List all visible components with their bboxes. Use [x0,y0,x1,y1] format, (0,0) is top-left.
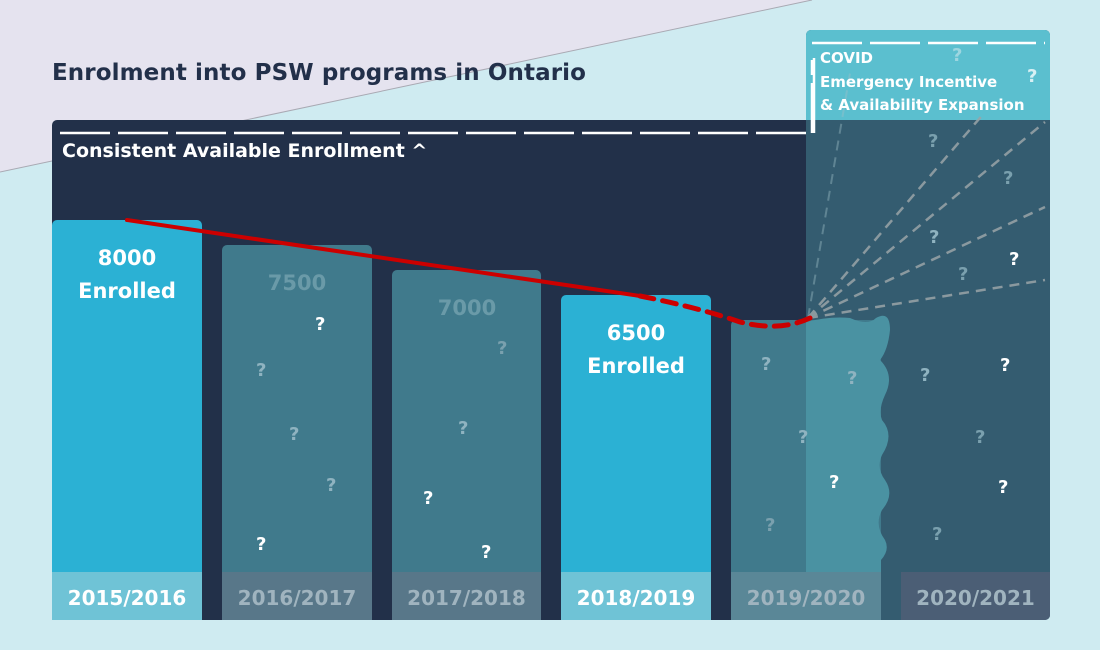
question-mark-icon: ? [1027,66,1038,87]
question-mark-icon: ? [481,542,492,563]
bar-value-2016-2017: 7500 [267,271,327,295]
covid-line-1: COVID [820,49,873,67]
question-mark-icon: ? [1003,168,1014,189]
covid-header [806,30,1050,120]
question-mark-icon: ? [1009,249,1020,270]
year-label-2020-2021: 2020/2021 [901,572,1050,620]
question-mark-icon: ? [326,475,337,496]
question-mark-icon: ? [256,534,267,555]
question-mark-icon: ? [798,427,809,448]
bar-2017-2018 [392,270,541,572]
year-label-2015-2016: 2015/2016 [52,572,202,620]
year-label-2017-2018: 2017/2018 [392,572,541,620]
consistent-enrollment-annotation: Consistent Available Enrollment ^ [62,140,428,162]
question-mark-icon: ? [829,472,840,493]
question-mark-icon: ? [256,360,267,381]
covid-line-2: Emergency Incentive [820,72,998,91]
question-mark-icon: ? [497,338,508,359]
question-mark-icon: ? [998,477,1009,498]
question-mark-icon: ? [929,227,940,248]
question-mark-icon: ? [847,368,858,389]
question-mark-icon: ? [958,264,969,285]
year-label-2018-2019: 2018/2019 [561,572,711,620]
question-mark-icon: ? [315,314,326,335]
chart-title: Enrolment into PSW programs in Ontario [52,60,587,86]
bar-2018-2019 [561,295,711,572]
question-mark-icon: ? [761,354,772,375]
covid-line-3: & Availability Expansion [820,96,1025,114]
year-label-2016-2017: 2016/2017 [222,572,372,620]
question-mark-icon: ? [458,418,469,439]
question-mark-icon: ? [952,45,963,66]
question-mark-icon: ? [765,515,776,536]
question-mark-icon: ? [1000,355,1011,376]
bar-2016-2017 [222,245,372,572]
bar-value-2018-2019: 6500 [606,321,666,345]
question-mark-icon: ? [423,488,434,509]
year-label-2019-2020: 2019/2020 [731,572,881,620]
question-mark-icon: ? [928,131,939,152]
covid-annotation: COVID Emergency Incentive & Availability… [820,47,1025,118]
bar-suffix-2015-2016: Enrolled [78,279,176,303]
question-mark-icon: ? [289,424,300,445]
bar-value-2015-2016: 8000 [97,246,157,270]
question-mark-icon: ? [975,427,986,448]
bar-value-2017-2018: 7000 [437,296,497,320]
question-mark-icon: ? [920,365,931,386]
bar-suffix-2018-2019: Enrolled [587,354,685,378]
question-mark-icon: ? [932,524,943,545]
